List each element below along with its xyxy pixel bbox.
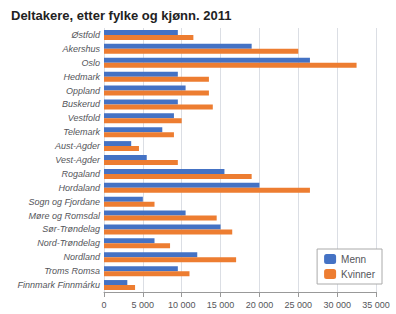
svg-text:Nord-Trøndelag: Nord-Trøndelag (37, 238, 100, 248)
svg-text:Hordaland: Hordaland (58, 183, 101, 193)
svg-text:Vestfold: Vestfold (68, 113, 101, 123)
svg-text:0: 0 (101, 300, 106, 310)
svg-text:30 000: 30 000 (323, 300, 351, 310)
svg-text:Aust-Agder: Aust-Agder (54, 141, 101, 151)
svg-text:20 000: 20 000 (246, 300, 274, 310)
svg-text:Østfold: Østfold (70, 30, 101, 40)
svg-text:Møre og Romsdal: Møre og Romsdal (28, 211, 101, 221)
svg-text:Oslo: Oslo (81, 58, 100, 68)
svg-text:15 000: 15 000 (207, 300, 235, 310)
svg-text:Sør-Trøndelag: Sør-Trøndelag (42, 224, 100, 234)
svg-text:Akershus: Akershus (61, 44, 100, 54)
svg-text:25 000: 25 000 (285, 300, 313, 310)
svg-text:Rogaland: Rogaland (61, 169, 101, 179)
svg-text:10 000: 10 000 (168, 300, 196, 310)
svg-text:35 000: 35 000 (362, 300, 390, 310)
svg-text:Buskerud: Buskerud (62, 99, 101, 109)
svg-text:Sogn og Fjordane: Sogn og Fjordane (28, 197, 100, 207)
svg-text:Vest-Agder: Vest-Agder (55, 155, 101, 165)
svg-text:Menn: Menn (341, 254, 366, 265)
svg-text:Kvinner: Kvinner (341, 269, 376, 280)
svg-text:5 000: 5 000 (132, 300, 155, 310)
svg-text:Troms Romsa: Troms Romsa (44, 266, 100, 276)
svg-text:Nordland: Nordland (63, 252, 101, 262)
svg-text:Telemark: Telemark (63, 127, 100, 137)
svg-text:Oppland: Oppland (66, 86, 101, 96)
svg-text:Finnmark Finnmárku: Finnmark Finnmárku (17, 280, 100, 290)
svg-text:Hedmark: Hedmark (63, 72, 100, 82)
svg-text:Deltakere, etter fylke og kjøn: Deltakere, etter fylke og kjønn. 2011 (11, 8, 231, 23)
